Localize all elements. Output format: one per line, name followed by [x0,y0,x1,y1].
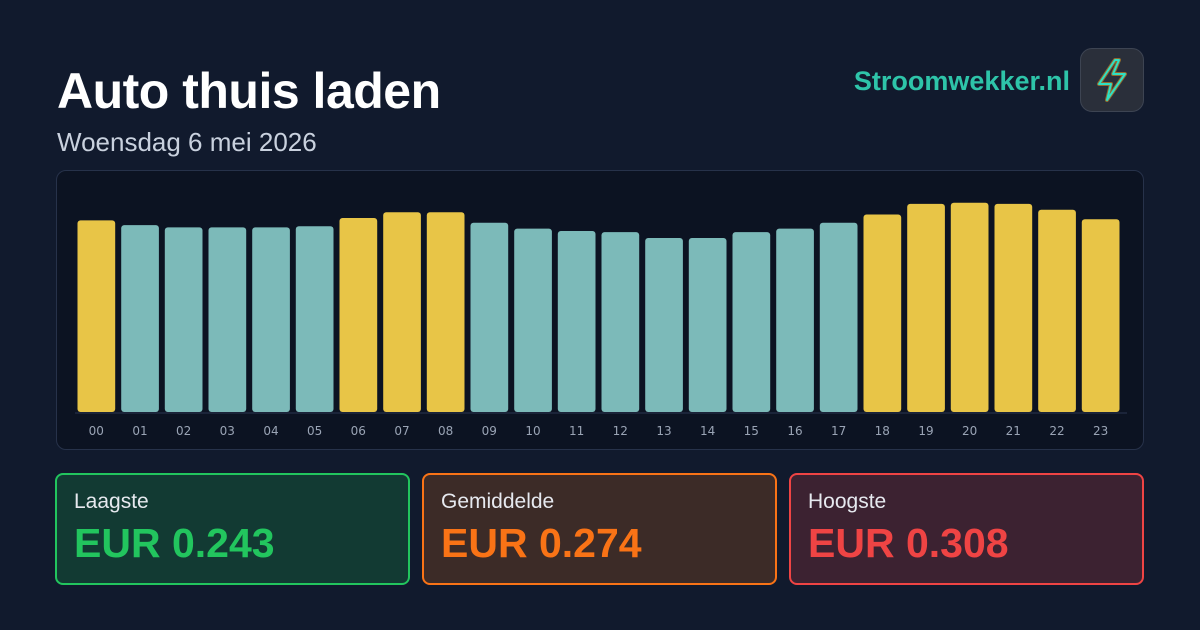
tick-label-03: 03 [220,424,235,438]
average-price-card: Gemiddelde EUR 0.274 [422,473,777,585]
bar-hour-19 [907,203,945,412]
bar-hour-03 [208,227,247,412]
tick-label-21: 21 [1006,424,1021,438]
bar-hour-15 [732,232,771,412]
tick-label-11: 11 [569,424,584,438]
tick-label-02: 02 [176,424,191,438]
bar-hour-17 [819,222,858,412]
tick-label-22: 22 [1049,424,1064,438]
lowest-price-value: EUR 0.243 [74,520,275,566]
bar-hour-01 [121,225,159,412]
highest-price-label: Hoogste [808,490,887,513]
highest-price-value: EUR 0.308 [808,520,1009,566]
stats-cards: Laagste EUR 0.243 Gemiddelde EUR 0.274 H… [55,473,1145,585]
brand-name[interactable]: Stroomwekker.nl [853,66,1070,96]
average-price-value: EUR 0.274 [441,520,642,566]
brand-logo[interactable] [1080,48,1144,112]
tick-label-09: 09 [482,424,497,438]
lowest-price-card: Laagste EUR 0.243 [55,473,410,585]
tick-label-12: 12 [613,424,628,438]
tick-label-20: 20 [962,424,977,438]
price-chart: 00 01 02 03 04 05 06 07 08 09 10 11 12 13 14 15 16 17 18 19… [75,202,1127,438]
lightning-bolt-icon [1097,58,1127,102]
tick-label-07: 07 [394,424,409,438]
tick-label-23: 23 [1093,424,1108,438]
bar-hour-12 [601,232,640,412]
tick-label-06: 06 [351,424,366,438]
tick-label-05: 05 [307,424,322,438]
bar-hour-04 [252,227,290,412]
bar-hour-13 [645,238,683,412]
tick-label-13: 13 [656,424,671,438]
bar-hour-10 [514,228,552,412]
bar-hour-23 [1081,219,1120,412]
tick-label-01: 01 [132,424,147,438]
tick-label-15: 15 [744,424,759,438]
price-chart-panel: 00 01 02 03 04 05 06 07 08 09 10 11 12 13 14 15 16 17 18 19… [56,170,1144,450]
tick-label-16: 16 [787,424,802,438]
bar-hour-06 [339,218,378,412]
average-price-label: Gemiddelde [441,490,555,513]
tick-label-10: 10 [525,424,540,438]
bar-hour-11 [557,231,596,412]
page-title: Auto thuis laden [57,63,441,119]
tick-label-18: 18 [875,424,890,438]
bar-hour-18 [863,214,902,412]
bar-hour-08 [426,212,465,412]
bar-hour-02 [164,227,203,412]
bar-hour-00 [77,220,116,412]
bar-hour-07 [383,212,421,412]
bar-hour-09 [470,222,509,412]
tick-label-04: 04 [263,424,278,438]
tick-label-19: 19 [918,424,933,438]
tick-label-17: 17 [831,424,846,438]
bar-hour-16 [776,228,814,412]
tick-label-00: 00 [89,424,104,438]
tick-label-14: 14 [700,424,715,438]
tick-label-08: 08 [438,424,453,438]
highest-price-card: Hoogste EUR 0.308 [789,473,1144,585]
bar-hour-14 [688,238,727,412]
page-date: Woensdag 6 mei 2026 [57,127,317,157]
bar-hour-22 [1038,209,1076,412]
bar-hour-20 [950,202,989,412]
bar-hour-05 [295,226,334,412]
bar-hour-21 [994,203,1033,412]
lowest-price-label: Laagste [74,490,149,513]
